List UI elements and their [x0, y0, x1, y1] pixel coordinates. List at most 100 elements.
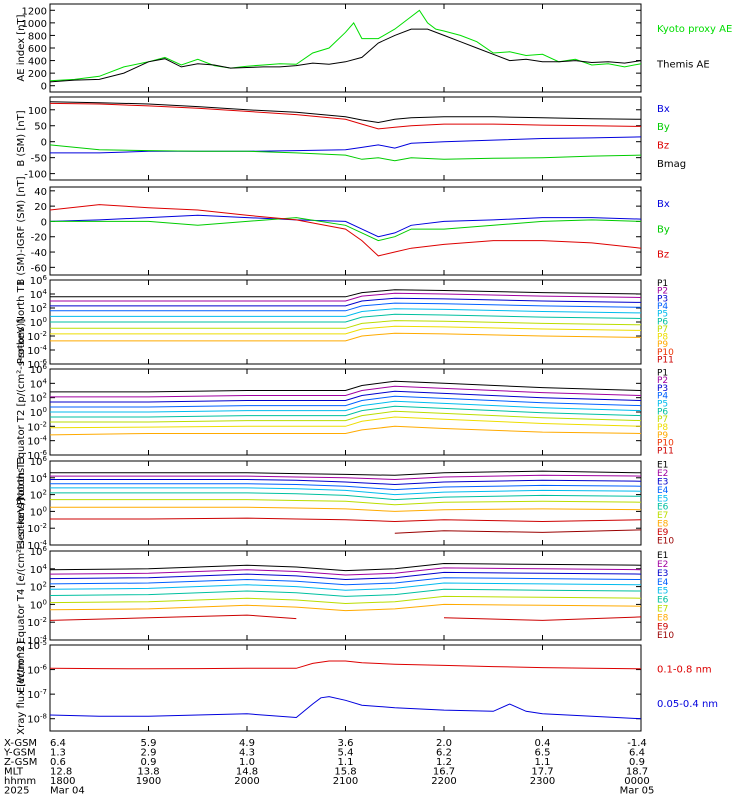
ephemeris-value: 2.0 — [436, 738, 452, 749]
y-tick-label: 104 — [30, 288, 48, 301]
legend-label: E5 — [657, 494, 668, 504]
y-axis-label: Protons Equator T2 [p/(cm²-s-sr-keV)] — [16, 319, 27, 506]
legend-label: Bmag — [657, 159, 686, 170]
legend-label: E8 — [657, 520, 669, 530]
ephemeris-row-label: hhmm — [4, 776, 36, 787]
ephemeris-value: 1.1 — [535, 757, 551, 768]
ephemeris-value: 2100 — [333, 776, 358, 787]
series-line-0-05-0-4-nm — [49, 696, 642, 720]
series-line-p6 — [50, 313, 642, 323]
legend-label: P1 — [657, 368, 668, 378]
ephemeris-value: 0.6 — [50, 757, 66, 768]
y-tick-label: 200 — [28, 69, 47, 80]
series-line-p1 — [50, 289, 642, 298]
ephemeris-value: 5.4 — [338, 748, 354, 759]
ephemeris-value: 2.9 — [141, 748, 157, 759]
legend-label: Kyoto proxy AE — [657, 24, 732, 35]
legend-label: By — [657, 122, 670, 133]
y-tick-label: 104 — [30, 377, 48, 390]
panel-3: -60 -40 -20 0 20 40 B (SM)-IGRF (SM) [nT] Bx By B… — [16, 176, 670, 285]
ephemeris-value: 18.7 — [626, 767, 648, 778]
legend-label: E10 — [657, 536, 674, 546]
ephemeris-value: 1800 — [50, 776, 75, 787]
legend-label: P9 — [657, 431, 668, 441]
y-tick-label: 40 — [34, 187, 47, 198]
series-line-p3 — [50, 390, 642, 403]
series-line-p5 — [50, 308, 642, 317]
series-line-e5 — [49, 582, 642, 591]
series-line-p7 — [50, 410, 642, 423]
ephemeris-value: 3.6 — [338, 738, 354, 749]
y-tick-label: 104 — [30, 563, 48, 576]
y-tick-label: 10-2 — [27, 420, 47, 433]
ephemeris-value: 15.8 — [334, 767, 356, 778]
y-tick-label: 10-4 — [27, 344, 47, 357]
ephemeris-value: 0.9 — [629, 757, 645, 768]
legend-label: E7 — [657, 605, 668, 615]
series-line-p5 — [50, 400, 642, 413]
ephemeris-row-label: Z-GSM — [4, 757, 37, 768]
legend-label: P9 — [657, 340, 668, 350]
legend-label: P7 — [657, 415, 668, 425]
y-tick-label: 100 — [30, 316, 47, 329]
legend-label: P10 — [657, 439, 674, 449]
legend-label: E1 — [657, 461, 668, 471]
y-tick-label: 10-4 — [27, 435, 47, 448]
ephemeris-value: 0.9 — [141, 757, 157, 768]
y-tick-label: 104 — [30, 472, 48, 485]
y-tick-label: 20 — [34, 202, 47, 213]
ephemeris-value: 1.2 — [436, 757, 452, 768]
series-line-p8 — [50, 325, 642, 335]
y-tick-label: 106 — [30, 545, 48, 558]
ephemeris-value: 2300 — [530, 776, 555, 787]
legend-label: 0.05-0.4 nm — [657, 699, 718, 710]
legend-label: E3 — [657, 569, 668, 579]
ephemeris-value: 4.3 — [239, 748, 255, 759]
y-tick-label: 10-2 — [27, 522, 47, 535]
legend-label: E3 — [657, 478, 668, 488]
legend-label: P11 — [657, 355, 674, 365]
series-line-p9 — [49, 425, 642, 436]
series-line-e5 — [50, 487, 642, 496]
series-line-p6 — [50, 405, 642, 418]
ephemeris-value: 0000 — [624, 776, 649, 787]
y-axis-label: B (SM)-IGRF (SM) [nT] — [16, 176, 27, 285]
legend-label: P6 — [657, 407, 668, 417]
series-line-e6 — [50, 492, 642, 501]
y-tick-label: 0 — [41, 82, 47, 93]
y-tick-label: -40 — [31, 248, 47, 259]
ephemeris-table: X-GSMY-GSMZ-GSMMLThhmm20256.41.30.612.81… — [3, 738, 654, 797]
legend-label: E7 — [657, 511, 668, 521]
legend-label: P8 — [657, 333, 668, 343]
ephemeris-value: Mar 04 — [50, 786, 85, 797]
legend-label: E4 — [657, 578, 669, 588]
series-line-p3 — [50, 297, 642, 307]
legend-label: P1 — [657, 279, 668, 289]
y-tick-label: 600 — [28, 44, 47, 55]
legend-label: Bx — [657, 104, 670, 115]
ephemeris-value: 2200 — [431, 776, 456, 787]
legend-label: P10 — [657, 348, 674, 358]
legend-label: Bx — [657, 199, 670, 210]
legend-label: Bz — [657, 141, 669, 152]
y-axis-label: Electrons North T3 — [16, 456, 27, 549]
ephemeris-value: 6.4 — [50, 738, 66, 749]
series-line-e1 — [49, 562, 642, 572]
ephemeris-row-label: X-GSM — [4, 738, 37, 749]
series-line-p1 — [50, 380, 642, 393]
legend-label: E4 — [657, 486, 669, 496]
ephemeris-value: Mar 05 — [620, 786, 655, 797]
ephemeris-value: 0.4 — [535, 738, 551, 749]
series-line-e2 — [50, 474, 642, 481]
ephemeris-value: 4.9 — [239, 738, 255, 749]
legend-label: Themis AE — [656, 59, 710, 70]
panel-frame — [49, 644, 642, 732]
series-line-e7 — [50, 499, 642, 506]
y-tick-label: 1000 — [22, 19, 47, 30]
y-tick-label: -20 — [31, 233, 47, 244]
ephemeris-row-label: MLT — [4, 767, 24, 778]
